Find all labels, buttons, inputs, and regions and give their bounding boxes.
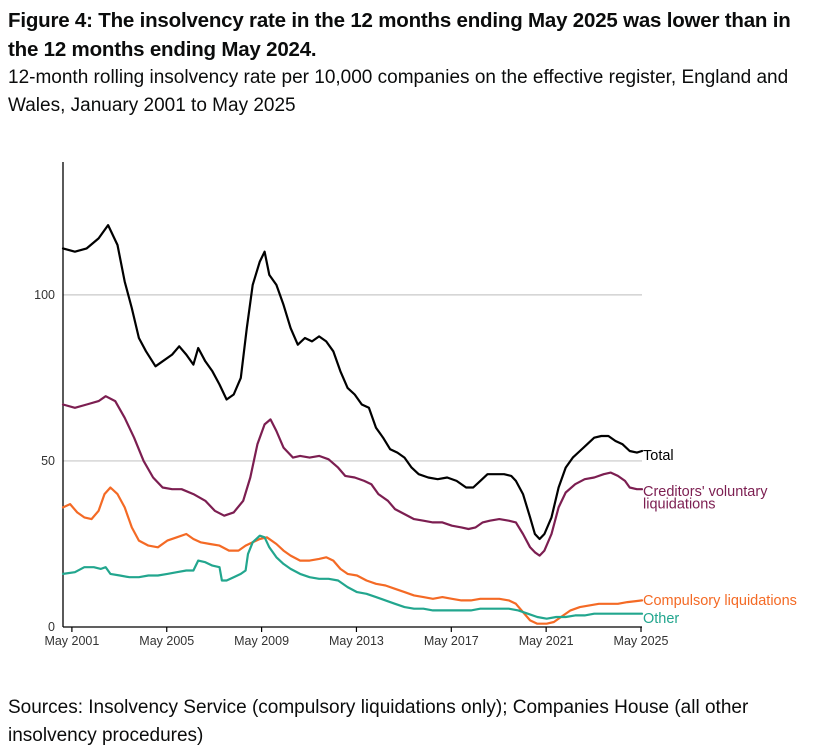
y-tick-label: 50: [41, 454, 55, 468]
x-tick-label: May 2009: [234, 634, 289, 648]
x-tick-label: May 2021: [519, 634, 574, 648]
series-label: Total: [643, 448, 674, 464]
chart-source: Sources: Insolvency Service (compulsory …: [8, 697, 749, 746]
x-tick-label: May 2013: [329, 634, 384, 648]
chart-title: Figure 4: The insolvency rate in the 12 …: [8, 9, 791, 61]
series-label: Compulsory liquidations: [643, 593, 797, 609]
x-tick-label: May 2005: [139, 634, 194, 648]
x-tick-label: May 2001: [44, 634, 99, 648]
series-line: [61, 224, 644, 541]
y-tick-label: 100: [34, 288, 55, 302]
series-line: [61, 395, 644, 557]
series-label: Other: [643, 611, 679, 627]
y-tick-label: 0: [48, 620, 55, 634]
series-line: [61, 486, 644, 625]
series-line: [61, 534, 644, 620]
line-chart: 0 50 100 May 2001 May 2005 May 2009 May 2013 Ma…: [34, 162, 797, 648]
x-tick-label: May 2017: [424, 634, 479, 648]
series-label: Creditors' voluntary liquidations: [643, 484, 768, 513]
x-tick-label: May 2025: [614, 634, 669, 648]
chart-subtitle: 12-month rolling insolvency rate per 10,…: [8, 67, 789, 116]
